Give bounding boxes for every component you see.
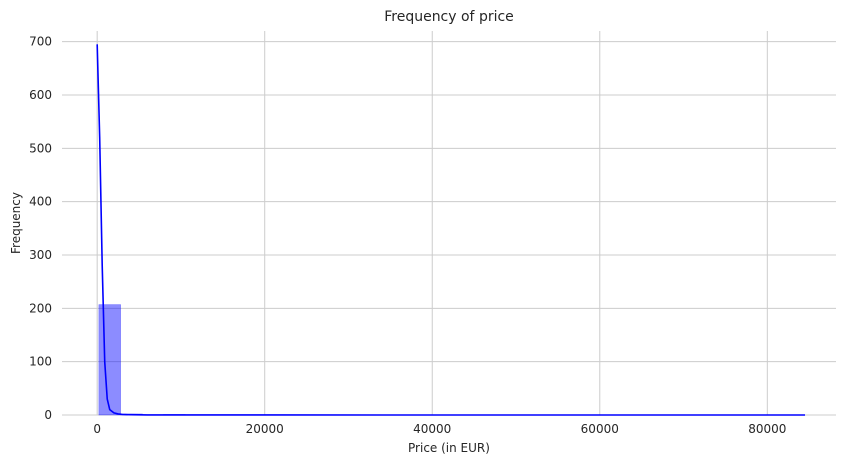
y-tick-label: 0: [44, 408, 52, 422]
x-tick-label: 60000: [581, 422, 619, 436]
x-tick-label: 0: [93, 422, 101, 436]
plot-area: [62, 31, 836, 415]
y-axis-ticks: 0 100 200 300 400 500 600 700: [29, 35, 52, 422]
x-axis-label: Price (in EUR): [408, 441, 490, 455]
histogram-bar: [98, 304, 121, 416]
y-tick-label: 200: [29, 301, 52, 315]
x-tick-label: 80000: [748, 422, 786, 436]
x-tick-label: 20000: [246, 422, 284, 436]
kde-line: [96, 44, 806, 416]
kde-curve: [96, 44, 806, 416]
y-tick-label: 400: [29, 195, 52, 209]
x-tick-label: 40000: [413, 422, 451, 436]
y-tick-label: 100: [29, 355, 52, 369]
x-axis-ticks: 0 20000 40000 60000 80000: [93, 422, 786, 436]
y-tick-label: 600: [29, 88, 52, 102]
y-tick-label: 300: [29, 248, 52, 262]
chart-title: Frequency of price: [384, 9, 514, 25]
grid: [62, 31, 836, 416]
y-tick-label: 700: [29, 35, 52, 49]
y-axis-label: Frequency: [9, 192, 23, 254]
y-tick-label: 500: [29, 141, 52, 155]
